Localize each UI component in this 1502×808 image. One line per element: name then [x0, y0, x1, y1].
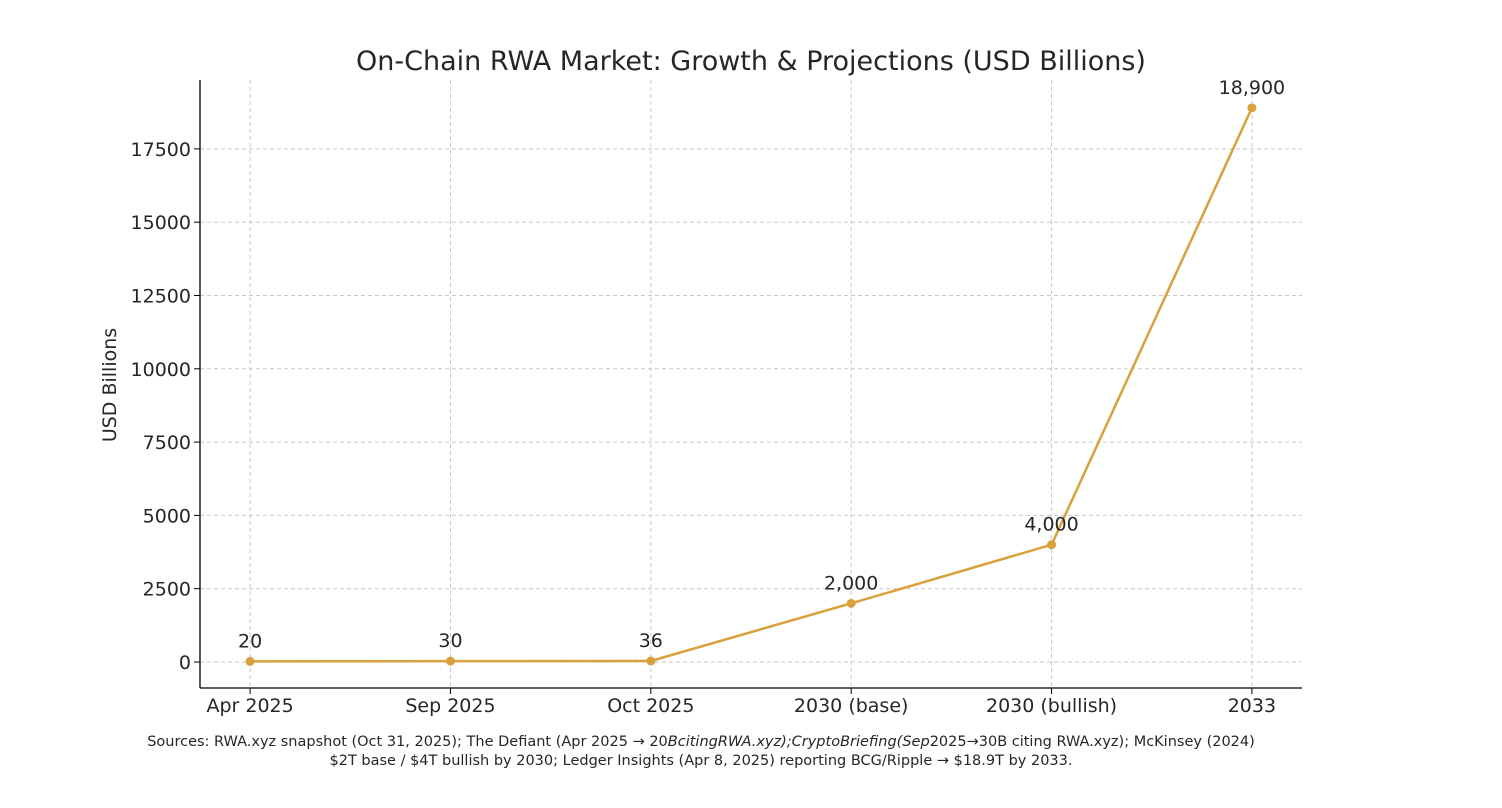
data-label: 30 [438, 630, 462, 652]
x-tick-label: 2033 [1228, 695, 1276, 717]
x-tick-label: 2030 (bullish) [986, 695, 1117, 717]
y-tick-label: 2500 [143, 579, 191, 601]
x-tick-label: Sep 2025 [405, 695, 495, 717]
y-tick-label: 10000 [131, 359, 191, 381]
data-label: 4,000 [1024, 514, 1078, 536]
y-tick-label: 15000 [131, 212, 191, 234]
data-point [1047, 540, 1057, 550]
data-point [646, 656, 656, 666]
y-tick-label: 5000 [143, 505, 191, 527]
y-tick-label: 0 [179, 652, 191, 674]
chart-title: On-Chain RWA Market: Growth & Projection… [356, 46, 1146, 77]
line-chart: On-Chain RWA Market: Growth & Projection… [99, 46, 1302, 717]
data-label: 20 [238, 630, 262, 652]
y-axis-label: USD Billions [99, 328, 121, 442]
x-tick-label: Oct 2025 [607, 695, 694, 717]
data-point [846, 598, 856, 608]
caption-part: 2025→30B citing RWA.xyz); McKinsey (2024… [929, 734, 1255, 750]
data-label: 36 [639, 630, 663, 652]
data-point [1247, 103, 1257, 113]
caption-line-2: $2T base / $4T bullish by 2030; Ledger I… [329, 753, 1073, 769]
x-tick-label: Apr 2025 [206, 695, 293, 717]
caption-part-italic: BcitingRWA.xyz);CryptoBriefing(Sep [667, 734, 930, 750]
y-tick-label: 7500 [143, 432, 191, 454]
data-label: 2,000 [824, 572, 878, 594]
y-tick-label: 17500 [131, 139, 191, 161]
x-tick-label: 2030 (base) [794, 695, 909, 717]
y-tick-label: 12500 [131, 285, 191, 307]
caption-part: Sources: RWA.xyz snapshot (Oct 31, 2025)… [147, 734, 668, 750]
series-line [250, 107, 1254, 663]
sources-caption: Sources: RWA.xyz snapshot (Oct 31, 2025)… [0, 733, 1402, 771]
data-point [245, 656, 255, 666]
data-label: 18,900 [1219, 77, 1285, 99]
data-point [445, 656, 455, 666]
